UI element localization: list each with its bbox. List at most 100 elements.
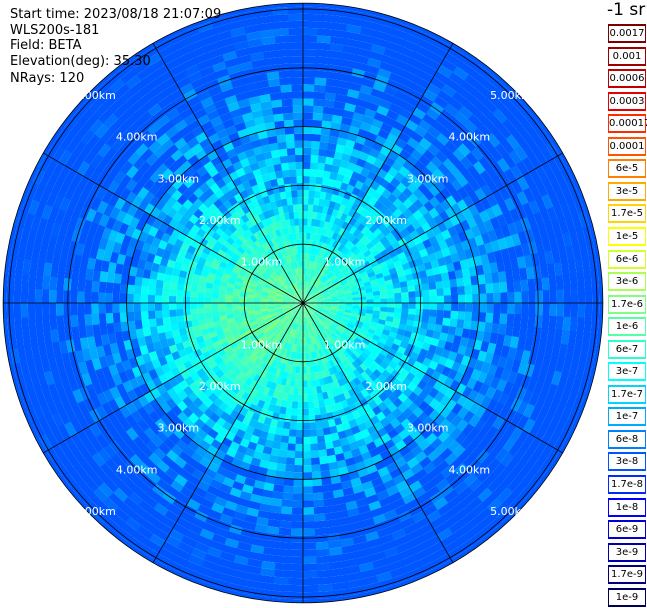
range-gate-cell	[134, 294, 141, 304]
range-gate-cell	[315, 542, 329, 550]
range-gate-cell	[472, 303, 479, 313]
range-gate-cell	[299, 373, 303, 380]
range-gate-cell	[528, 303, 535, 316]
range-gate-cell	[282, 106, 294, 114]
range-gate-cell	[287, 148, 296, 156]
range-gate-cell	[316, 577, 332, 585]
range-gate-cell	[313, 106, 324, 114]
range-gate-cell	[42, 315, 50, 330]
range-gate-cell	[295, 155, 303, 162]
range-gate-cell	[92, 324, 101, 337]
range-gate-cell	[77, 290, 84, 303]
range-gate-cell	[141, 311, 149, 321]
range-gate-cell	[311, 471, 321, 479]
range-gate-cell	[578, 303, 586, 319]
range-gate-cell	[14, 287, 22, 303]
range-gate-cell	[303, 211, 308, 218]
range-gate-cell	[279, 78, 292, 86]
range-gate-cell	[295, 148, 304, 155]
range-gate-cell	[313, 113, 324, 121]
range-gate-cell	[303, 155, 311, 162]
range-gate-cell	[21, 302, 28, 318]
range-gate-cell	[302, 514, 314, 521]
range-gate-cell	[310, 443, 319, 451]
range-gate-cell	[319, 456, 329, 464]
range-gate-cell	[288, 7, 305, 14]
range-gate-cell	[284, 184, 291, 192]
range-gate-cell	[49, 275, 57, 290]
range-gate-cell	[296, 176, 303, 183]
range-gate-cell	[70, 314, 78, 327]
range-gate-cell	[373, 303, 380, 307]
range-gate-cell	[591, 318, 599, 335]
range-gate-cell	[295, 141, 304, 148]
range-gate-cell	[148, 286, 156, 295]
range-gate-cell	[149, 318, 157, 327]
range-gate-cell	[458, 303, 465, 312]
range-gate-cell	[577, 317, 585, 333]
range-gate-cell	[290, 49, 304, 56]
range-gate-cell	[564, 303, 571, 318]
range-gate-cell	[70, 290, 77, 303]
range-gate-cell	[293, 479, 303, 486]
range-gate-cell	[302, 451, 311, 458]
range-gate-cell	[570, 317, 578, 333]
range-gate-cell	[317, 21, 333, 29]
range-gate-cell	[282, 492, 293, 500]
range-gate-cell	[317, 35, 332, 43]
range-gate-cell	[423, 303, 430, 310]
range-gate-cell	[296, 169, 304, 176]
range-gate-cell	[292, 197, 298, 205]
range-gate-cell	[303, 416, 310, 423]
range-gate-cell	[218, 303, 225, 308]
range-gate-cell	[290, 176, 298, 184]
range-gate-cell	[285, 134, 295, 142]
range-gate-cell	[286, 592, 303, 600]
range-gate-cell	[312, 478, 323, 486]
range-gate-cell	[302, 543, 316, 550]
range-gate-cell	[283, 113, 294, 121]
range-gate-cell	[286, 450, 295, 458]
range-gate-cell	[42, 275, 50, 290]
range-gate-cell	[298, 381, 303, 388]
range-gate-cell	[282, 170, 290, 178]
range-gate-cell	[84, 302, 91, 314]
range-gate-cell	[56, 302, 63, 316]
range-gate-cell	[297, 190, 303, 197]
range-gate-cell	[120, 312, 128, 323]
range-gate-cell	[290, 63, 304, 70]
range-gate-cell	[183, 309, 191, 316]
range-gate-cell	[556, 316, 564, 331]
range-gate-cell	[314, 521, 327, 529]
range-gate-cell	[295, 437, 303, 444]
range-gate-cell	[134, 285, 142, 295]
range-gate-cell	[302, 564, 317, 571]
range-gate-cell	[295, 430, 303, 437]
range-gate-cell	[302, 458, 311, 465]
range-gate-cell	[402, 303, 409, 309]
range-gate-cell	[21, 272, 29, 288]
range-gate-cell	[292, 486, 303, 493]
range-gate-cell	[313, 514, 326, 522]
range-gate-cell	[190, 297, 197, 303]
range-gate-cell	[84, 291, 91, 303]
range-gate-cell	[303, 113, 314, 120]
range-gate-cell	[204, 303, 211, 309]
range-gate-cell	[176, 303, 183, 310]
range-gate-cell	[290, 528, 303, 535]
range-gate-cell	[63, 290, 70, 304]
range-gate-cell	[289, 550, 303, 557]
range-gate-cell	[14, 272, 22, 289]
range-gate-cell	[190, 308, 198, 315]
range-gate-cell	[303, 190, 309, 197]
range-gate-cell	[302, 521, 315, 528]
range-gate-cell	[35, 274, 43, 289]
range-gate-cell	[303, 35, 318, 42]
range-gate-cell	[183, 296, 190, 303]
range-gate-cell	[277, 535, 291, 543]
range-gate-cell	[91, 302, 98, 314]
range-gate-cell	[99, 323, 108, 335]
range-gate-cell	[270, 92, 283, 101]
range-gate-cell	[303, 7, 320, 15]
